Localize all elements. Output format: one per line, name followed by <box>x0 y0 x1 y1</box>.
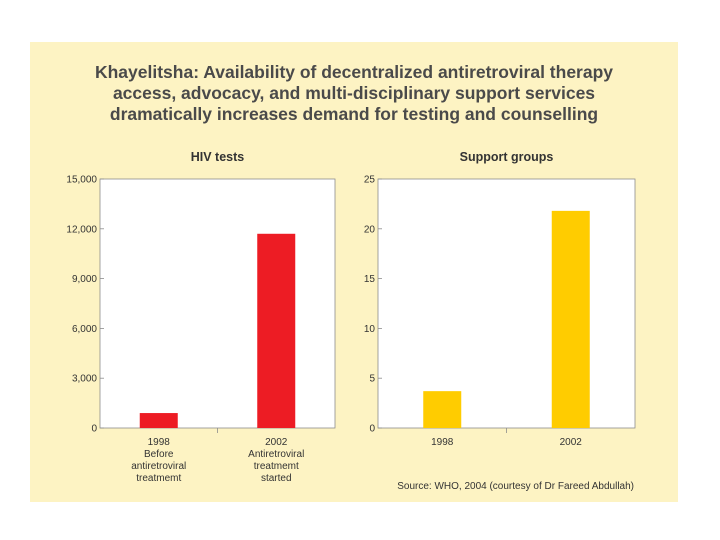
support-category-label: 2002 <box>560 437 583 448</box>
hiv-ytick-label: 15,000 <box>66 175 97 186</box>
figure-title: Khayelitsha: Availability of decentraliz… <box>30 62 678 125</box>
support-ytick-label: 15 <box>364 274 376 285</box>
figure-panel: Khayelitsha: Availability of decentraliz… <box>30 42 678 502</box>
hiv-ytick-label: 9,000 <box>72 274 97 285</box>
chart-support-groups: Support groups 0 5 10 15 20 25 1998 2002 <box>364 150 636 448</box>
title-line-2: access, advocacy, and multi-disciplinary… <box>112 83 596 103</box>
hiv-bar-1998 <box>139 413 178 428</box>
title-line-1: Khayelitsha: Availability of decentraliz… <box>94 62 614 82</box>
hiv-category-label: started <box>261 473 292 484</box>
title-line-3: dramatically increases demand for testin… <box>109 104 599 124</box>
hiv-ytick-label: 0 <box>91 424 97 435</box>
support-ytick-label: 5 <box>369 374 375 385</box>
support-bar-1998 <box>423 391 462 428</box>
hiv-category-label: antiretroviral <box>131 461 186 472</box>
hiv-plot-area <box>99 178 336 429</box>
hiv-category-label: treatmemt <box>254 461 299 472</box>
hiv-ytick-label: 12,000 <box>66 224 97 235</box>
hiv-category-label: Before <box>144 449 174 460</box>
hiv-category-label: 2002 <box>265 437 288 448</box>
support-category-label: 1998 <box>431 437 454 448</box>
hiv-category-label: treatmemt <box>136 473 181 484</box>
support-plot-area <box>377 178 636 429</box>
support-ytick-label: 0 <box>369 424 375 435</box>
support-ytick-label: 20 <box>364 224 376 235</box>
hiv-category-label: Antiretroviral <box>248 449 304 460</box>
hiv-bar-2002 <box>257 233 296 428</box>
support-chart-title: Support groups <box>460 150 554 164</box>
hiv-chart-title: HIV tests <box>191 150 245 164</box>
source-note: Source: WHO, 2004 (courtesy of Dr Fareed… <box>397 481 634 492</box>
support-ytick-label: 10 <box>364 324 376 335</box>
support-bar-2002 <box>551 210 590 428</box>
hiv-ytick-label: 3,000 <box>72 374 97 385</box>
charts-svg: HIV tests 0 3,000 6,000 9,000 12,000 15,000 199… <box>66 150 636 492</box>
support-ytick-label: 25 <box>364 175 376 186</box>
chart-hiv-tests: HIV tests 0 3,000 6,000 9,000 12,000 15,000 199… <box>66 150 336 484</box>
hiv-category-label: 1998 <box>148 437 171 448</box>
hiv-ytick-label: 6,000 <box>72 324 97 335</box>
